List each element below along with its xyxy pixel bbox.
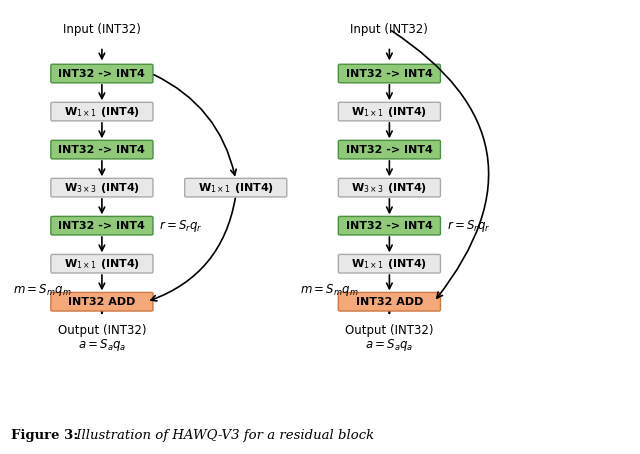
- Text: INT32 -> INT4: INT32 -> INT4: [346, 221, 433, 231]
- FancyBboxPatch shape: [339, 254, 440, 273]
- Text: INT32 -> INT4: INT32 -> INT4: [346, 145, 433, 155]
- Text: Illustration of HAWQ-V3 for a residual block: Illustration of HAWQ-V3 for a residual b…: [72, 429, 374, 442]
- FancyBboxPatch shape: [51, 254, 153, 273]
- FancyBboxPatch shape: [185, 178, 287, 197]
- Text: W$_{1\times1}$ (INT4): W$_{1\times1}$ (INT4): [351, 104, 428, 118]
- FancyBboxPatch shape: [339, 217, 440, 235]
- Text: INT32 -> INT4: INT32 -> INT4: [58, 145, 145, 155]
- FancyBboxPatch shape: [51, 178, 153, 197]
- FancyBboxPatch shape: [51, 64, 153, 83]
- Text: Input (INT32): Input (INT32): [351, 23, 428, 36]
- Text: Figure 3:: Figure 3:: [11, 429, 78, 442]
- FancyBboxPatch shape: [339, 292, 440, 311]
- Text: W$_{1\times1}$ (INT4): W$_{1\times1}$ (INT4): [64, 104, 140, 118]
- Text: INT32 ADD: INT32 ADD: [356, 297, 423, 307]
- Text: INT32 -> INT4: INT32 -> INT4: [346, 69, 433, 79]
- Text: $a = S_a q_a$: $a = S_a q_a$: [77, 337, 126, 353]
- FancyBboxPatch shape: [339, 140, 440, 159]
- Text: $r = S_r q_r$: $r = S_r q_r$: [447, 217, 491, 234]
- FancyBboxPatch shape: [339, 64, 440, 83]
- Text: $m = S_m q_m$: $m = S_m q_m$: [13, 282, 71, 298]
- Text: W$_{1\times1}$ (INT4): W$_{1\times1}$ (INT4): [198, 181, 274, 195]
- Text: W$_{1\times1}$ (INT4): W$_{1\times1}$ (INT4): [351, 257, 428, 271]
- Text: W$_{1\times1}$ (INT4): W$_{1\times1}$ (INT4): [64, 257, 140, 271]
- FancyBboxPatch shape: [339, 178, 440, 197]
- FancyBboxPatch shape: [51, 140, 153, 159]
- Text: W$_{3\times3}$ (INT4): W$_{3\times3}$ (INT4): [64, 181, 140, 195]
- FancyBboxPatch shape: [51, 217, 153, 235]
- Text: $a = S_a q_a$: $a = S_a q_a$: [365, 337, 413, 353]
- Text: INT32 ADD: INT32 ADD: [68, 297, 136, 307]
- Text: INT32 -> INT4: INT32 -> INT4: [58, 69, 145, 79]
- Text: W$_{3\times3}$ (INT4): W$_{3\times3}$ (INT4): [351, 181, 428, 195]
- Text: INT32 -> INT4: INT32 -> INT4: [58, 221, 145, 231]
- FancyBboxPatch shape: [51, 102, 153, 121]
- Text: Input (INT32): Input (INT32): [63, 23, 141, 36]
- Text: $r = S_r q_r$: $r = S_r q_r$: [159, 217, 203, 234]
- FancyBboxPatch shape: [339, 102, 440, 121]
- Text: Output (INT32): Output (INT32): [58, 324, 146, 336]
- Text: Output (INT32): Output (INT32): [345, 324, 434, 336]
- Text: $m = S_m q_m$: $m = S_m q_m$: [300, 282, 359, 298]
- FancyBboxPatch shape: [51, 292, 153, 311]
